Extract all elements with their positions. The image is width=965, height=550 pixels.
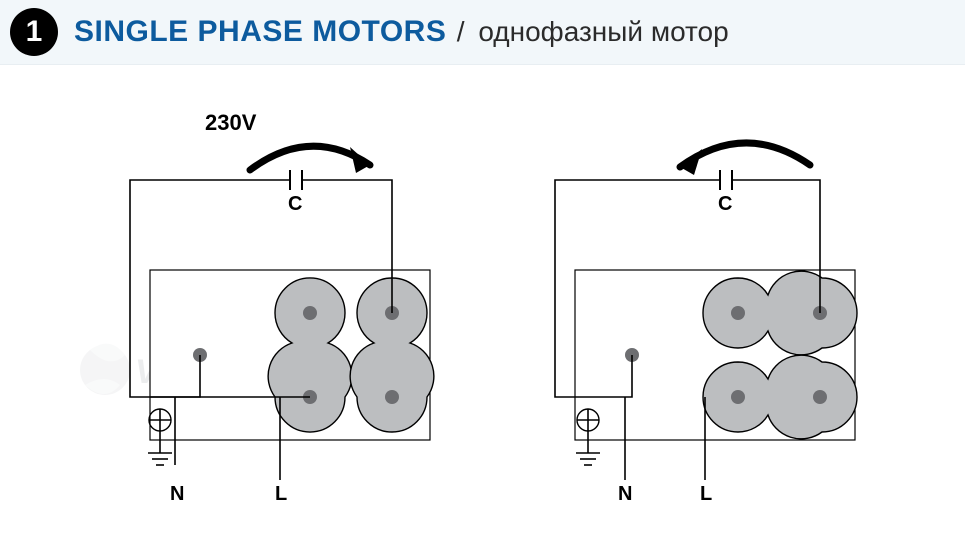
section-number-badge: 1 <box>10 8 58 56</box>
header-bar: 1 SINGLE PHASE MOTORS / однофазный мотор <box>0 0 965 65</box>
right-N-label: N <box>618 483 632 506</box>
terminal-dot <box>813 390 827 404</box>
right-figure8-top <box>703 271 857 355</box>
terminal-dot <box>731 306 745 320</box>
right-cap-label: C <box>718 193 732 216</box>
right-figure8-bottom <box>703 355 857 439</box>
terminal-dot <box>731 390 745 404</box>
title-wrap: SINGLE PHASE MOTORS / однофазный мотор <box>74 15 729 49</box>
title-main: SINGLE PHASE MOTORS <box>74 15 446 48</box>
title-separator: / <box>457 16 473 47</box>
right-diagram-svg <box>0 65 965 545</box>
title-sub: однофазный мотор <box>478 16 728 47</box>
right-L-label: L <box>700 483 712 506</box>
badge-number: 1 <box>26 15 43 49</box>
diagram-canvas: VENTEL 230V <box>0 65 965 545</box>
right-rotation-arrow-ccw <box>680 143 810 175</box>
